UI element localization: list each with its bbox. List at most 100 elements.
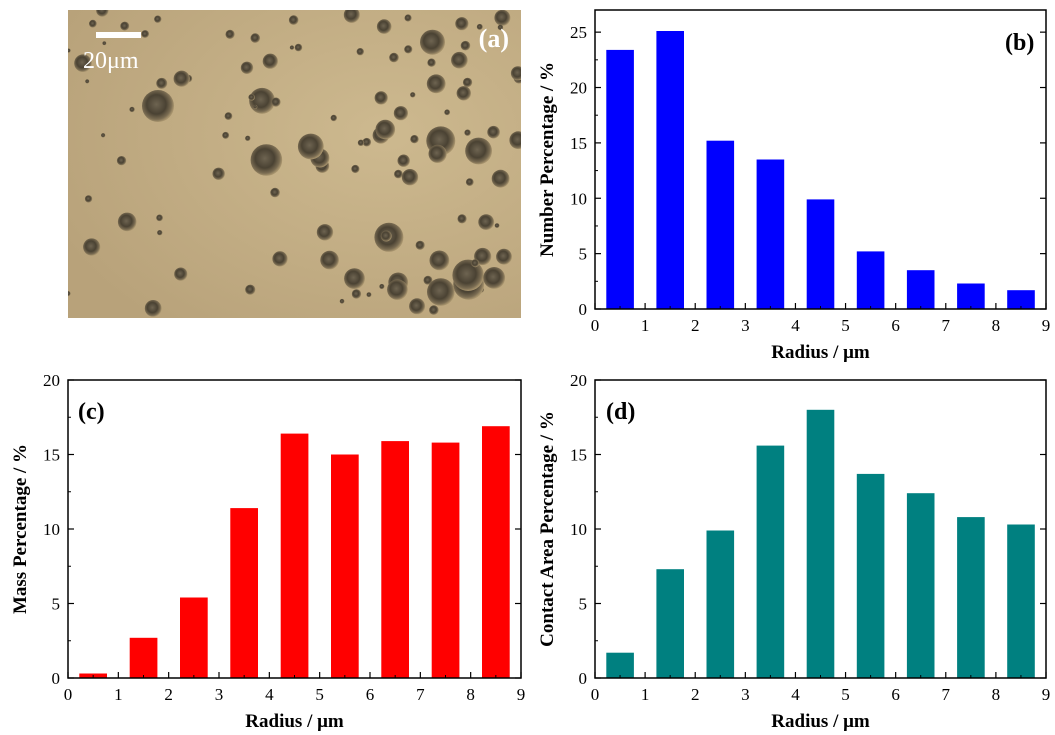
droplet: [415, 240, 425, 250]
droplet: [451, 51, 468, 69]
droplet: [478, 214, 495, 231]
droplet: [240, 61, 254, 74]
droplet: [224, 112, 233, 120]
droplet: [271, 97, 281, 107]
droplet: [428, 144, 447, 163]
x-tick-label: 3: [215, 685, 224, 704]
y-tick-label: 0: [579, 300, 588, 319]
x-tick-label: 7: [942, 316, 951, 335]
x-tick-label: 0: [64, 685, 73, 704]
y-tick-label: 15: [43, 446, 60, 465]
x-tick-label: 0: [591, 316, 600, 335]
panel-label-d: (d): [606, 399, 635, 425]
y-tick-label: 20: [570, 79, 587, 98]
bar-d-8: [1007, 524, 1035, 678]
droplet: [356, 48, 364, 56]
droplet: [102, 41, 107, 46]
micrograph-image: 20μm (a): [68, 10, 521, 318]
droplet: [462, 77, 473, 88]
droplet: [212, 167, 225, 180]
droplet: [427, 58, 436, 67]
droplet: [157, 230, 163, 236]
droplet: [389, 52, 399, 63]
droplet: [494, 223, 500, 229]
droplet: [117, 212, 137, 232]
droplet: [253, 104, 258, 109]
x-tick-label: 7: [416, 685, 425, 704]
chart-c: 0 1 2 3 4 5 6 7 8 9 0 5 10 15 20 Radius / μm Mass Percen…: [10, 371, 525, 732]
bar-d-1: [656, 569, 684, 678]
droplet: [379, 283, 385, 290]
droplet: [362, 137, 372, 147]
droplet: [375, 119, 396, 140]
x-tick-label: 2: [691, 316, 700, 335]
droplet: [387, 279, 408, 300]
x-axis-label: Radius / μm: [771, 711, 870, 732]
droplet: [456, 86, 471, 101]
bar-c-7: [431, 442, 460, 678]
droplet: [250, 33, 261, 43]
droplet: [320, 250, 339, 270]
droplet: [156, 214, 163, 222]
droplet: [248, 94, 255, 101]
y-axis-label: Number Percentage / %: [537, 62, 558, 257]
droplet: [222, 131, 230, 139]
x-tick-label: 8: [992, 316, 1001, 335]
droplet: [476, 23, 483, 30]
y-tick-label: 25: [570, 23, 587, 42]
x-tick-label: 3: [741, 685, 750, 704]
droplet: [351, 164, 360, 174]
x-tick-label: 9: [517, 685, 526, 704]
droplet: [496, 248, 512, 265]
droplet: [423, 275, 433, 285]
droplet: [394, 169, 403, 179]
droplet: [316, 224, 334, 241]
droplet: [509, 131, 521, 150]
droplet: [245, 135, 251, 141]
droplet: [497, 24, 504, 31]
droplet: [374, 91, 388, 105]
bar-d-3: [756, 445, 785, 678]
droplet: [465, 178, 474, 187]
droplet: [491, 169, 510, 188]
x-tick-label: 5: [841, 316, 850, 335]
droplet: [144, 300, 162, 317]
bar-c-6: [381, 441, 409, 678]
droplet: [494, 10, 511, 26]
bar-c-4: [280, 433, 309, 678]
droplet: [483, 267, 506, 289]
y-tick-label: 5: [579, 245, 588, 264]
x-tick-label: 1: [641, 685, 650, 704]
droplet: [404, 14, 412, 22]
bar-d-6: [906, 493, 935, 678]
x-tick-label: 1: [114, 685, 123, 704]
droplet: [429, 305, 439, 315]
x-tick-label: 6: [891, 685, 900, 704]
bar-c-3: [230, 508, 258, 678]
bar-b-0: [606, 49, 634, 310]
droplet: [96, 10, 109, 17]
bar-c-8: [482, 426, 510, 678]
droplet: [68, 48, 71, 53]
droplet: [116, 156, 127, 166]
micrograph-svg: [68, 10, 521, 318]
droplet: [380, 230, 392, 242]
droplet: [366, 292, 372, 298]
chart-d: 0 1 2 3 4 5 6 7 8 9 0 5 10 15 20 Radius / μm Contact Are…: [537, 371, 1050, 732]
droplet: [420, 29, 445, 55]
x-tick-label: 9: [1042, 316, 1051, 335]
droplet: [343, 10, 360, 23]
droplet: [410, 135, 419, 144]
droplet: [225, 29, 235, 39]
droplet: [429, 250, 450, 271]
y-tick-label: 0: [579, 669, 588, 688]
bar-c-1: [129, 637, 158, 678]
droplet: [141, 30, 150, 38]
droplet: [393, 106, 408, 121]
bar-b-7: [957, 283, 985, 309]
droplet: [330, 114, 337, 122]
droplet: [426, 74, 446, 94]
droplet: [465, 137, 492, 165]
droplet: [397, 154, 410, 167]
droplet: [455, 17, 469, 31]
